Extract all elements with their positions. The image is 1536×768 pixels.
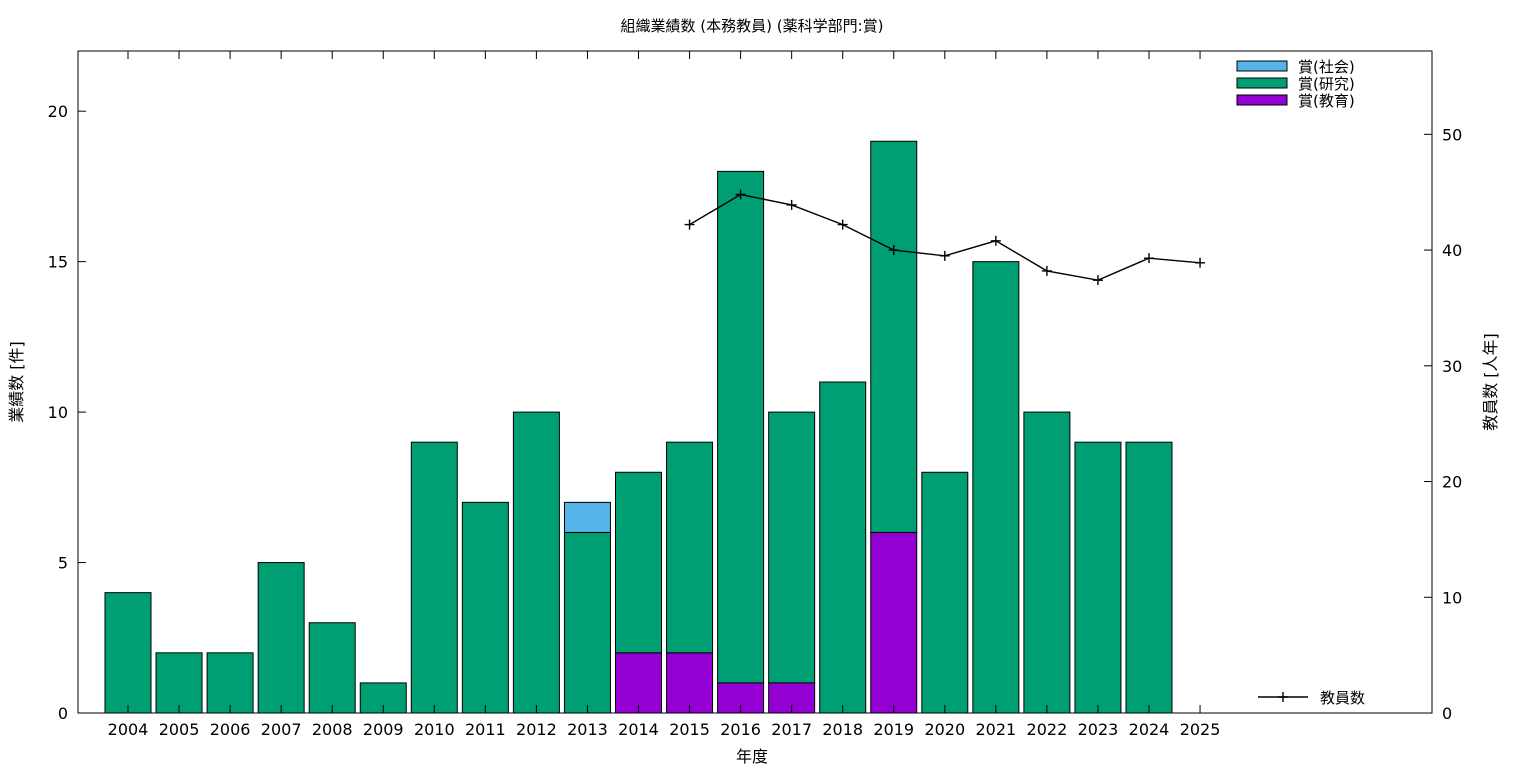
bar-2006-series-1 — [206, 652, 254, 714]
y-tick-label: 15 — [48, 253, 68, 272]
bar-2019-series-1 — [870, 140, 918, 533]
x-tick-label: 2006 — [210, 720, 251, 739]
x-tick-label: 2014 — [618, 720, 659, 739]
y-tick-label: 0 — [58, 704, 68, 723]
y-tick-label: 5 — [58, 554, 68, 573]
y2-tick-label: 0 — [1442, 704, 1452, 723]
x-tick-label: 2013 — [567, 720, 608, 739]
bar-2013-series-1 — [563, 531, 611, 714]
x-tick-label: 2020 — [924, 720, 965, 739]
legend-label: 賞(社会) — [1298, 58, 1355, 76]
x-tick-label: 2015 — [669, 720, 710, 739]
bar-2012-series-1 — [512, 411, 560, 714]
legend-label-line: 教員数 — [1320, 689, 1365, 707]
x-tick-label: 2025 — [1180, 720, 1221, 739]
x-tick-label: 2008 — [312, 720, 353, 739]
legend-label: 賞(教育) — [1298, 92, 1355, 110]
legend-line-marker — [1278, 692, 1288, 702]
bar-2016-series-1 — [717, 170, 765, 684]
x-tick-label: 2019 — [873, 720, 914, 739]
line-point-2017 — [786, 199, 797, 210]
line-point-2016 — [735, 189, 746, 200]
y2-tick-label: 50 — [1442, 125, 1462, 144]
bar-2022-series-1 — [1023, 411, 1071, 714]
bar-2018-series-1 — [819, 381, 867, 714]
bar-2014-series-0 — [615, 652, 662, 714]
bar-2020-series-1 — [921, 471, 969, 714]
line-point-2023 — [1092, 275, 1103, 286]
x-tick-label: 2005 — [159, 720, 200, 739]
legend-swatch — [1236, 77, 1288, 89]
x-tick-label: 2011 — [465, 720, 506, 739]
line-series-faculty — [689, 193, 1201, 281]
y2-tick-label: 40 — [1442, 241, 1462, 260]
x-tick-label: 2021 — [975, 720, 1016, 739]
legend-swatch — [1236, 60, 1288, 72]
y2-tick-label: 10 — [1442, 588, 1462, 607]
x-axis-label: 年度 — [736, 747, 768, 766]
x-tick-label: 2007 — [261, 720, 302, 739]
bar-2021-series-1 — [972, 261, 1020, 714]
bar-2004-series-1 — [104, 592, 152, 714]
x-tick-label: 2016 — [720, 720, 761, 739]
y-axis-label: 業績数 [件] — [7, 341, 26, 423]
bar-2015-series-1 — [666, 441, 714, 654]
x-tick-label: 2018 — [822, 720, 863, 739]
bar-2023-series-1 — [1074, 441, 1122, 714]
line-point-2020 — [939, 250, 950, 261]
y2-tick-label: 20 — [1442, 473, 1462, 492]
line-point-2018 — [837, 219, 848, 230]
chart-title: 組織業績数 (本務教員) (薬科学部門:賞) — [621, 17, 884, 35]
bar-2019-series-0 — [870, 531, 918, 714]
line-point-2021 — [990, 235, 1001, 246]
bar-2015-series-0 — [666, 652, 714, 714]
y2-axis-label: 教員数 [人年] — [1481, 333, 1500, 431]
line-point-2019 — [888, 245, 899, 256]
legend-swatch — [1236, 94, 1288, 106]
y2-tick-label: 30 — [1442, 357, 1462, 376]
bar-2005-series-1 — [155, 652, 203, 714]
x-tick-label: 2017 — [771, 720, 812, 739]
bar-2008-series-1 — [308, 622, 356, 714]
y-tick-label: 20 — [48, 102, 68, 121]
line-point-2022 — [1041, 265, 1052, 276]
x-tick-label: 2004 — [108, 720, 149, 739]
x-tick-label: 2024 — [1129, 720, 1170, 739]
line-point-2015 — [684, 219, 695, 230]
ticks-layer: 0 5 10 15 20 0 10 20 30 40 50 2004 2005 2006 2007 2008 2… — [48, 51, 1462, 739]
x-tick-label: 2009 — [363, 720, 404, 739]
line-point-2025 — [1195, 257, 1206, 268]
legend: 賞(社会)賞(研究)賞(教育) 教員数 — [1236, 58, 1365, 707]
bar-2024-series-1 — [1125, 441, 1173, 714]
x-tick-label: 2012 — [516, 720, 557, 739]
x-tick-label: 2010 — [414, 720, 455, 739]
bar-2013-series-2 — [563, 501, 611, 533]
bar-2007-series-1 — [257, 562, 305, 714]
line-layer — [684, 189, 1206, 286]
legend-label: 賞(研究) — [1298, 75, 1355, 93]
x-tick-label: 2022 — [1027, 720, 1068, 739]
bar-2017-series-1 — [768, 411, 816, 684]
bar-2011-series-1 — [461, 501, 509, 714]
plot-frame — [77, 50, 1433, 714]
bars-layer — [104, 140, 1173, 714]
y-tick-label: 10 — [48, 403, 68, 422]
x-tick-label: 2023 — [1078, 720, 1119, 739]
bar-2010-series-1 — [410, 441, 458, 714]
bar-2014-series-1 — [615, 471, 662, 654]
line-point-2024 — [1144, 253, 1154, 264]
